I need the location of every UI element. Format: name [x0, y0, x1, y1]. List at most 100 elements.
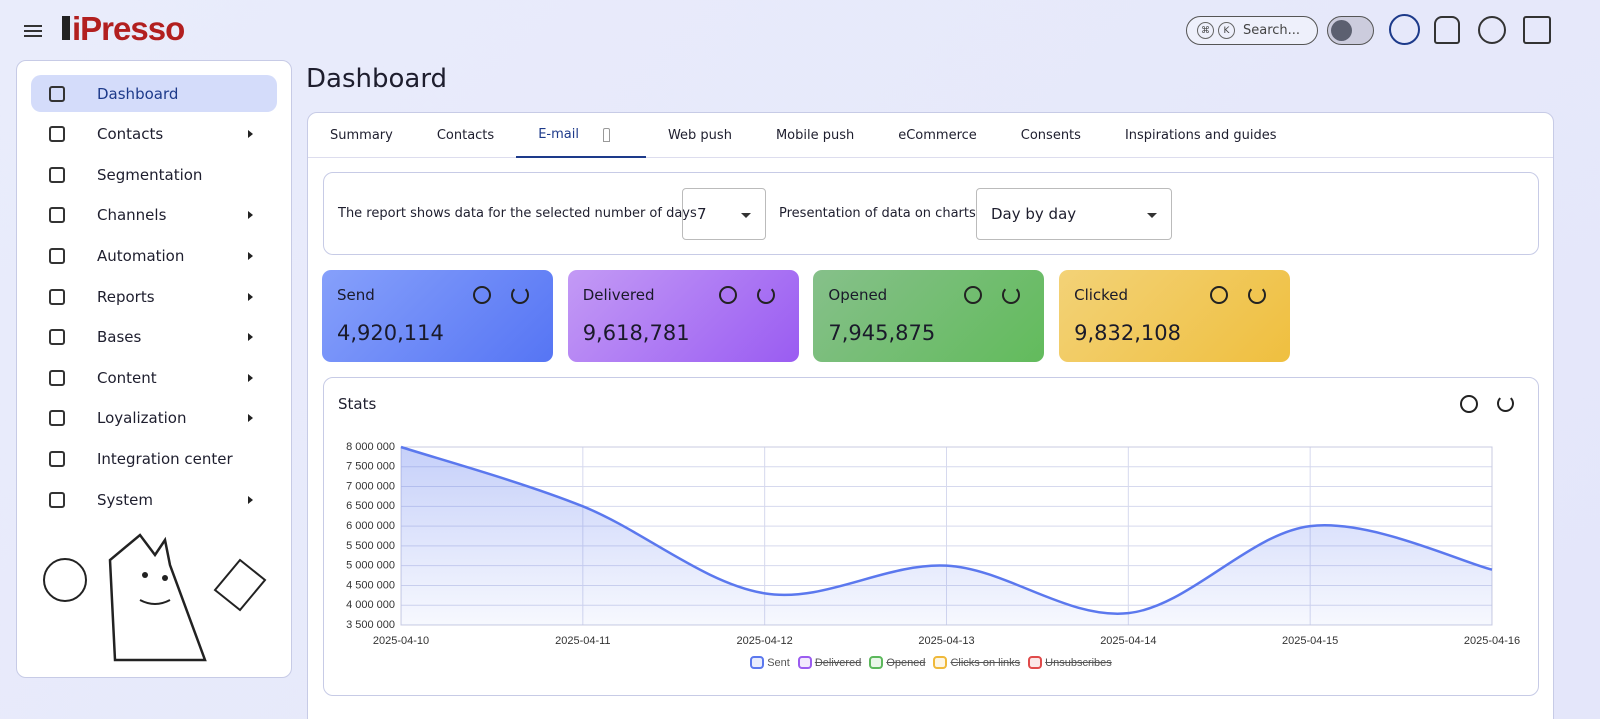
days-select[interactable]: 7	[682, 188, 766, 240]
theme-toggle[interactable]	[1327, 16, 1374, 45]
nav-label: Contacts	[97, 125, 164, 144]
help-button[interactable]	[964, 286, 983, 304]
logo[interactable]: iPresso	[62, 10, 185, 48]
chart: 3 500 000 4 000 000 4 500 000 5 000 000 5 50…	[346, 441, 1520, 647]
refresh-button[interactable]	[1248, 286, 1267, 304]
x-tick-label: 2025-04-12	[737, 635, 793, 647]
help-button[interactable]	[1210, 286, 1229, 304]
y-tick-label: 6 000 000	[346, 520, 395, 532]
tab-label: Contacts	[436, 128, 495, 143]
nav-item[interactable]: Dashboard	[31, 75, 277, 112]
tab[interactable]: E-mail	[516, 113, 646, 158]
stats-card: Stats 3 500 000 4 000 000 4 500 000 5 000 0…	[323, 377, 1539, 696]
y-tick-label: 4 000 000	[346, 599, 395, 611]
kpi-label: Opened	[828, 286, 888, 304]
y-tick-label: 8 000 000	[346, 441, 395, 453]
tab-label: Consents	[1020, 128, 1081, 143]
key: K	[1218, 22, 1235, 39]
kpi-value: 7,945,875	[828, 321, 936, 345]
legend-item[interactable]: Clicks on links	[933, 656, 1020, 669]
refresh-button[interactable]	[1497, 395, 1514, 412]
refresh-button[interactable]	[1002, 286, 1021, 304]
nav-icon	[49, 126, 65, 143]
kpi-value: 4,920,114	[337, 321, 444, 345]
tab[interactable]: Summary	[308, 113, 415, 158]
nav-label: Content	[97, 368, 157, 387]
nav-label: System	[97, 490, 153, 509]
nav-icon	[49, 166, 65, 183]
kpi-value: 9,618,781	[582, 321, 690, 345]
legend-label: Opened	[886, 656, 926, 669]
nav-icon	[49, 410, 65, 427]
nav-item[interactable]: Reports	[31, 278, 277, 315]
y-tick-label: 7 000 000	[346, 480, 395, 492]
nav-label: Bases	[97, 328, 142, 347]
refresh-button[interactable]	[511, 286, 529, 304]
filters: The report shows data for the selected n…	[323, 172, 1539, 255]
submenu-arrow	[248, 292, 253, 301]
legend-item[interactable]: Opened	[869, 656, 925, 669]
x-tick-label: 2025-04-10	[373, 635, 429, 647]
help-button[interactable]	[718, 286, 737, 304]
nav-item[interactable]: Segmentation	[31, 156, 277, 193]
nav-item[interactable]: Content	[31, 359, 277, 396]
days-value: 7	[697, 205, 707, 223]
legend-swatch	[750, 656, 765, 669]
nav-icon	[49, 207, 65, 224]
help-button[interactable]	[1478, 16, 1506, 44]
tab-label: Web push	[667, 128, 732, 143]
nav-item[interactable]: Loyalization	[31, 400, 277, 437]
mascot	[43, 533, 267, 662]
nav-item[interactable]: Contacts	[31, 116, 277, 153]
nav-item[interactable]: Channels	[31, 197, 277, 234]
refresh-button[interactable]	[756, 286, 775, 304]
help-button[interactable]	[1460, 395, 1478, 413]
logout-button[interactable]	[1523, 16, 1551, 44]
legend-item[interactable]: Sent	[750, 656, 790, 669]
legend-swatch	[1028, 656, 1043, 669]
kpi-value: 9,832,108	[1074, 321, 1181, 345]
kpi-card: Delivered 9,618,781	[567, 270, 799, 362]
kpi-label: Send	[337, 286, 375, 304]
tab[interactable]: Consents	[999, 113, 1103, 158]
kpi-label: Clicked	[1074, 286, 1129, 304]
legend-label: Unsubscribes	[1045, 656, 1112, 669]
tab[interactable]: Web push	[646, 113, 754, 158]
help-button[interactable]	[473, 286, 491, 304]
legend-item[interactable]: Unsubscribes	[1028, 656, 1112, 669]
y-tick-label: 6 500 000	[346, 500, 395, 512]
nav-item[interactable]: System	[31, 481, 277, 518]
tab[interactable]: Mobile push	[754, 113, 876, 158]
nav-label: Integration center	[97, 449, 233, 468]
tab[interactable]: Inspirations and guides	[1103, 113, 1299, 158]
y-tick-label: 5 500 000	[346, 540, 395, 552]
tab[interactable]: Contacts	[415, 113, 516, 158]
search-placeholder: Search...	[1243, 23, 1301, 38]
nav-icon	[49, 369, 65, 386]
nav-item[interactable]: Automation	[31, 237, 277, 274]
search-box[interactable]: ⌘ K Search...	[1186, 16, 1318, 45]
x-tick-label: 2025-04-16	[1464, 635, 1520, 647]
tab[interactable]: eCommerce	[876, 113, 999, 158]
notifications-button[interactable]	[1434, 16, 1460, 44]
line	[400, 445, 1493, 615]
tab-label: Summary	[330, 128, 393, 143]
legend-item[interactable]: Delivered	[797, 656, 862, 669]
legend-swatch	[869, 656, 884, 669]
presentation-select[interactable]: Day by day	[976, 188, 1172, 240]
submenu-arrow	[248, 495, 253, 504]
submenu-arrow	[248, 414, 253, 423]
kpi-card: Send 4,920,114	[322, 270, 553, 362]
legend-label: Delivered	[814, 656, 862, 669]
menu-button[interactable]	[24, 22, 42, 40]
pin-icon[interactable]	[602, 127, 610, 142]
nav-icon	[49, 85, 65, 102]
page-title: Dashboard	[306, 64, 448, 94]
tab-label: Mobile push	[775, 128, 855, 143]
nav-item[interactable]: Bases	[31, 319, 277, 356]
nav-item[interactable]: Integration center	[31, 440, 277, 477]
user-button[interactable]	[1389, 14, 1420, 45]
y-tick-label: 3 500 000	[346, 619, 395, 631]
x-tick-label: 2025-04-13	[918, 635, 974, 647]
